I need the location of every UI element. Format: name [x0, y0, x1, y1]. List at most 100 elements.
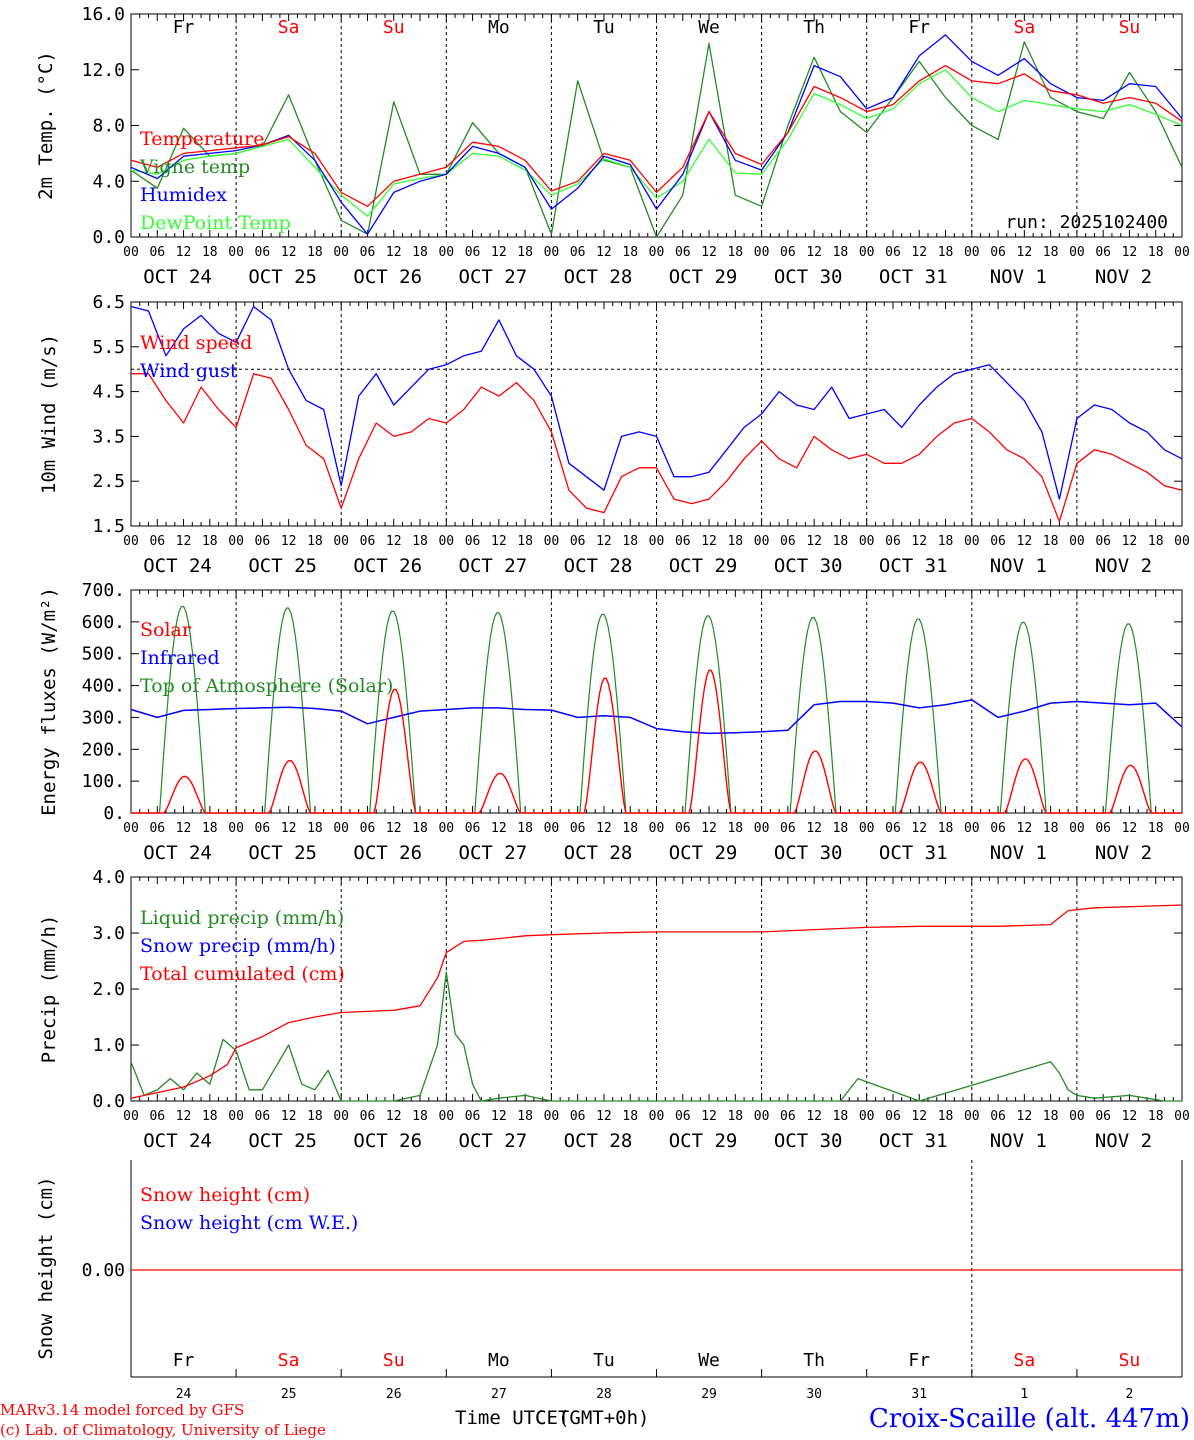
y-tick-label: 12.0: [82, 60, 125, 81]
hour-tick-label: 00: [859, 534, 875, 549]
hour-tick-label: 06: [780, 821, 796, 836]
date-label: OCT 30: [774, 842, 843, 864]
legend-entry: DewPoint Temp: [140, 212, 291, 234]
hour-tick-label: 12: [701, 821, 717, 836]
date-label: OCT 30: [774, 555, 843, 577]
hour-tick-label: 12: [911, 1109, 927, 1124]
date-label: OCT 24: [143, 555, 212, 577]
y-tick-label: 500.: [82, 644, 125, 665]
run-label: run: 2025102400: [1005, 212, 1168, 233]
y-tick-label: 8.0: [92, 116, 125, 137]
hour-tick-label: 12: [1122, 245, 1138, 260]
y-tick-label: 1.0: [92, 1035, 125, 1056]
hour-tick-label: 06: [1095, 821, 1111, 836]
day-name: Fr: [908, 1350, 930, 1371]
hour-tick-label: 12: [1017, 534, 1033, 549]
date-label: OCT 30: [774, 1130, 843, 1152]
y-axis-label: Precip (mm/h): [38, 915, 60, 1064]
hour-tick-label: 12: [281, 534, 297, 549]
hour-tick-label: 18: [517, 821, 533, 836]
hour-tick-label: 00: [438, 821, 454, 836]
y-axis-label: 10m Wind (m/s): [38, 334, 60, 494]
hour-tick-label: 12: [596, 245, 612, 260]
hour-tick-label: 06: [465, 534, 481, 549]
bottom-day-number: 24: [176, 1387, 192, 1402]
hour-tick-label: 12: [806, 534, 822, 549]
hour-tick-label: 18: [412, 534, 428, 549]
hour-tick-label: 00: [438, 1109, 454, 1124]
hour-tick-label: 00: [228, 821, 244, 836]
legend-entry: Infrared: [140, 647, 220, 669]
legend-entry: Temperature: [140, 128, 264, 150]
series-line-infrared: [130, 699, 1183, 735]
date-label: NOV 1: [990, 842, 1047, 864]
hour-tick-label: 00: [1069, 1109, 1085, 1124]
hour-tick-label: 06: [780, 534, 796, 549]
hour-tick-label: 00: [333, 821, 349, 836]
hour-tick-label: 00: [228, 534, 244, 549]
hour-tick-label: 00: [859, 245, 875, 260]
y-tick-label: 300.: [82, 707, 125, 728]
hour-tick-label: 12: [911, 821, 927, 836]
hour-tick-label: 18: [307, 821, 323, 836]
legend-entry: Wind speed: [140, 332, 252, 354]
hour-tick-label: 00: [333, 534, 349, 549]
hour-tick-label: 18: [727, 534, 743, 549]
hour-tick-label: 00: [123, 245, 139, 260]
hour-tick-label: 18: [622, 1109, 638, 1124]
hour-tick-label: 18: [1148, 1109, 1164, 1124]
date-label: OCT 28: [564, 842, 633, 864]
hour-tick-label: 00: [544, 534, 560, 549]
day-name: Su: [1119, 1350, 1141, 1371]
series-line-vigne-temp: [130, 41, 1183, 238]
date-label: OCT 26: [353, 842, 422, 864]
hour-tick-label: 18: [412, 245, 428, 260]
hour-tick-label: 00: [649, 1109, 665, 1124]
y-tick-label: 700.: [82, 580, 125, 601]
date-label: OCT 31: [879, 266, 948, 288]
bottom-day-number: 26: [386, 1387, 402, 1402]
credit-line-1: MARv3.14 model forced by GFS: [0, 1401, 244, 1419]
hour-tick-label: 06: [885, 1109, 901, 1124]
hour-tick-label: 12: [701, 245, 717, 260]
day-name: Su: [383, 1350, 405, 1371]
hour-tick-label: 06: [885, 245, 901, 260]
hour-tick-label: 00: [333, 245, 349, 260]
hour-tick-label: 00: [333, 1109, 349, 1124]
hour-tick-label: 12: [386, 534, 402, 549]
y-tick-label: 0.0: [92, 227, 125, 248]
date-label: OCT 24: [143, 842, 212, 864]
hour-tick-label: 12: [701, 534, 717, 549]
day-name: Su: [383, 17, 405, 38]
hour-tick-label: 06: [1095, 245, 1111, 260]
hour-tick-label: 18: [833, 821, 849, 836]
day-name: We: [698, 17, 720, 38]
date-label: OCT 31: [879, 1130, 948, 1152]
hour-tick-label: 00: [964, 821, 980, 836]
hour-tick-label: 06: [149, 1109, 165, 1124]
date-label: OCT 25: [248, 842, 317, 864]
hour-tick-label: 12: [596, 821, 612, 836]
hour-tick-label: 00: [754, 245, 770, 260]
hour-tick-label: 18: [1148, 821, 1164, 836]
hour-tick-label: 18: [307, 534, 323, 549]
hour-tick-label: 12: [386, 1109, 402, 1124]
date-label: OCT 27: [459, 1130, 528, 1152]
hour-tick-label: 06: [885, 821, 901, 836]
y-tick-label: 6.5: [92, 292, 125, 313]
date-label: OCT 27: [459, 555, 528, 577]
hour-tick-label: 12: [1122, 821, 1138, 836]
hour-tick-label: 12: [281, 821, 297, 836]
date-label: OCT 25: [248, 266, 317, 288]
hour-tick-label: 12: [176, 534, 192, 549]
series-line-liquid-precip-mm-h-: [130, 971, 1182, 1102]
hour-tick-label: 18: [938, 245, 954, 260]
hour-tick-label: 18: [307, 245, 323, 260]
series-line-humidex: [130, 34, 1183, 235]
hour-tick-label: 00: [754, 534, 770, 549]
legend-entry: Wind gust: [140, 360, 238, 382]
hour-tick-label: 18: [727, 821, 743, 836]
hour-tick-label: 18: [1043, 534, 1059, 549]
hour-tick-label: 18: [517, 245, 533, 260]
